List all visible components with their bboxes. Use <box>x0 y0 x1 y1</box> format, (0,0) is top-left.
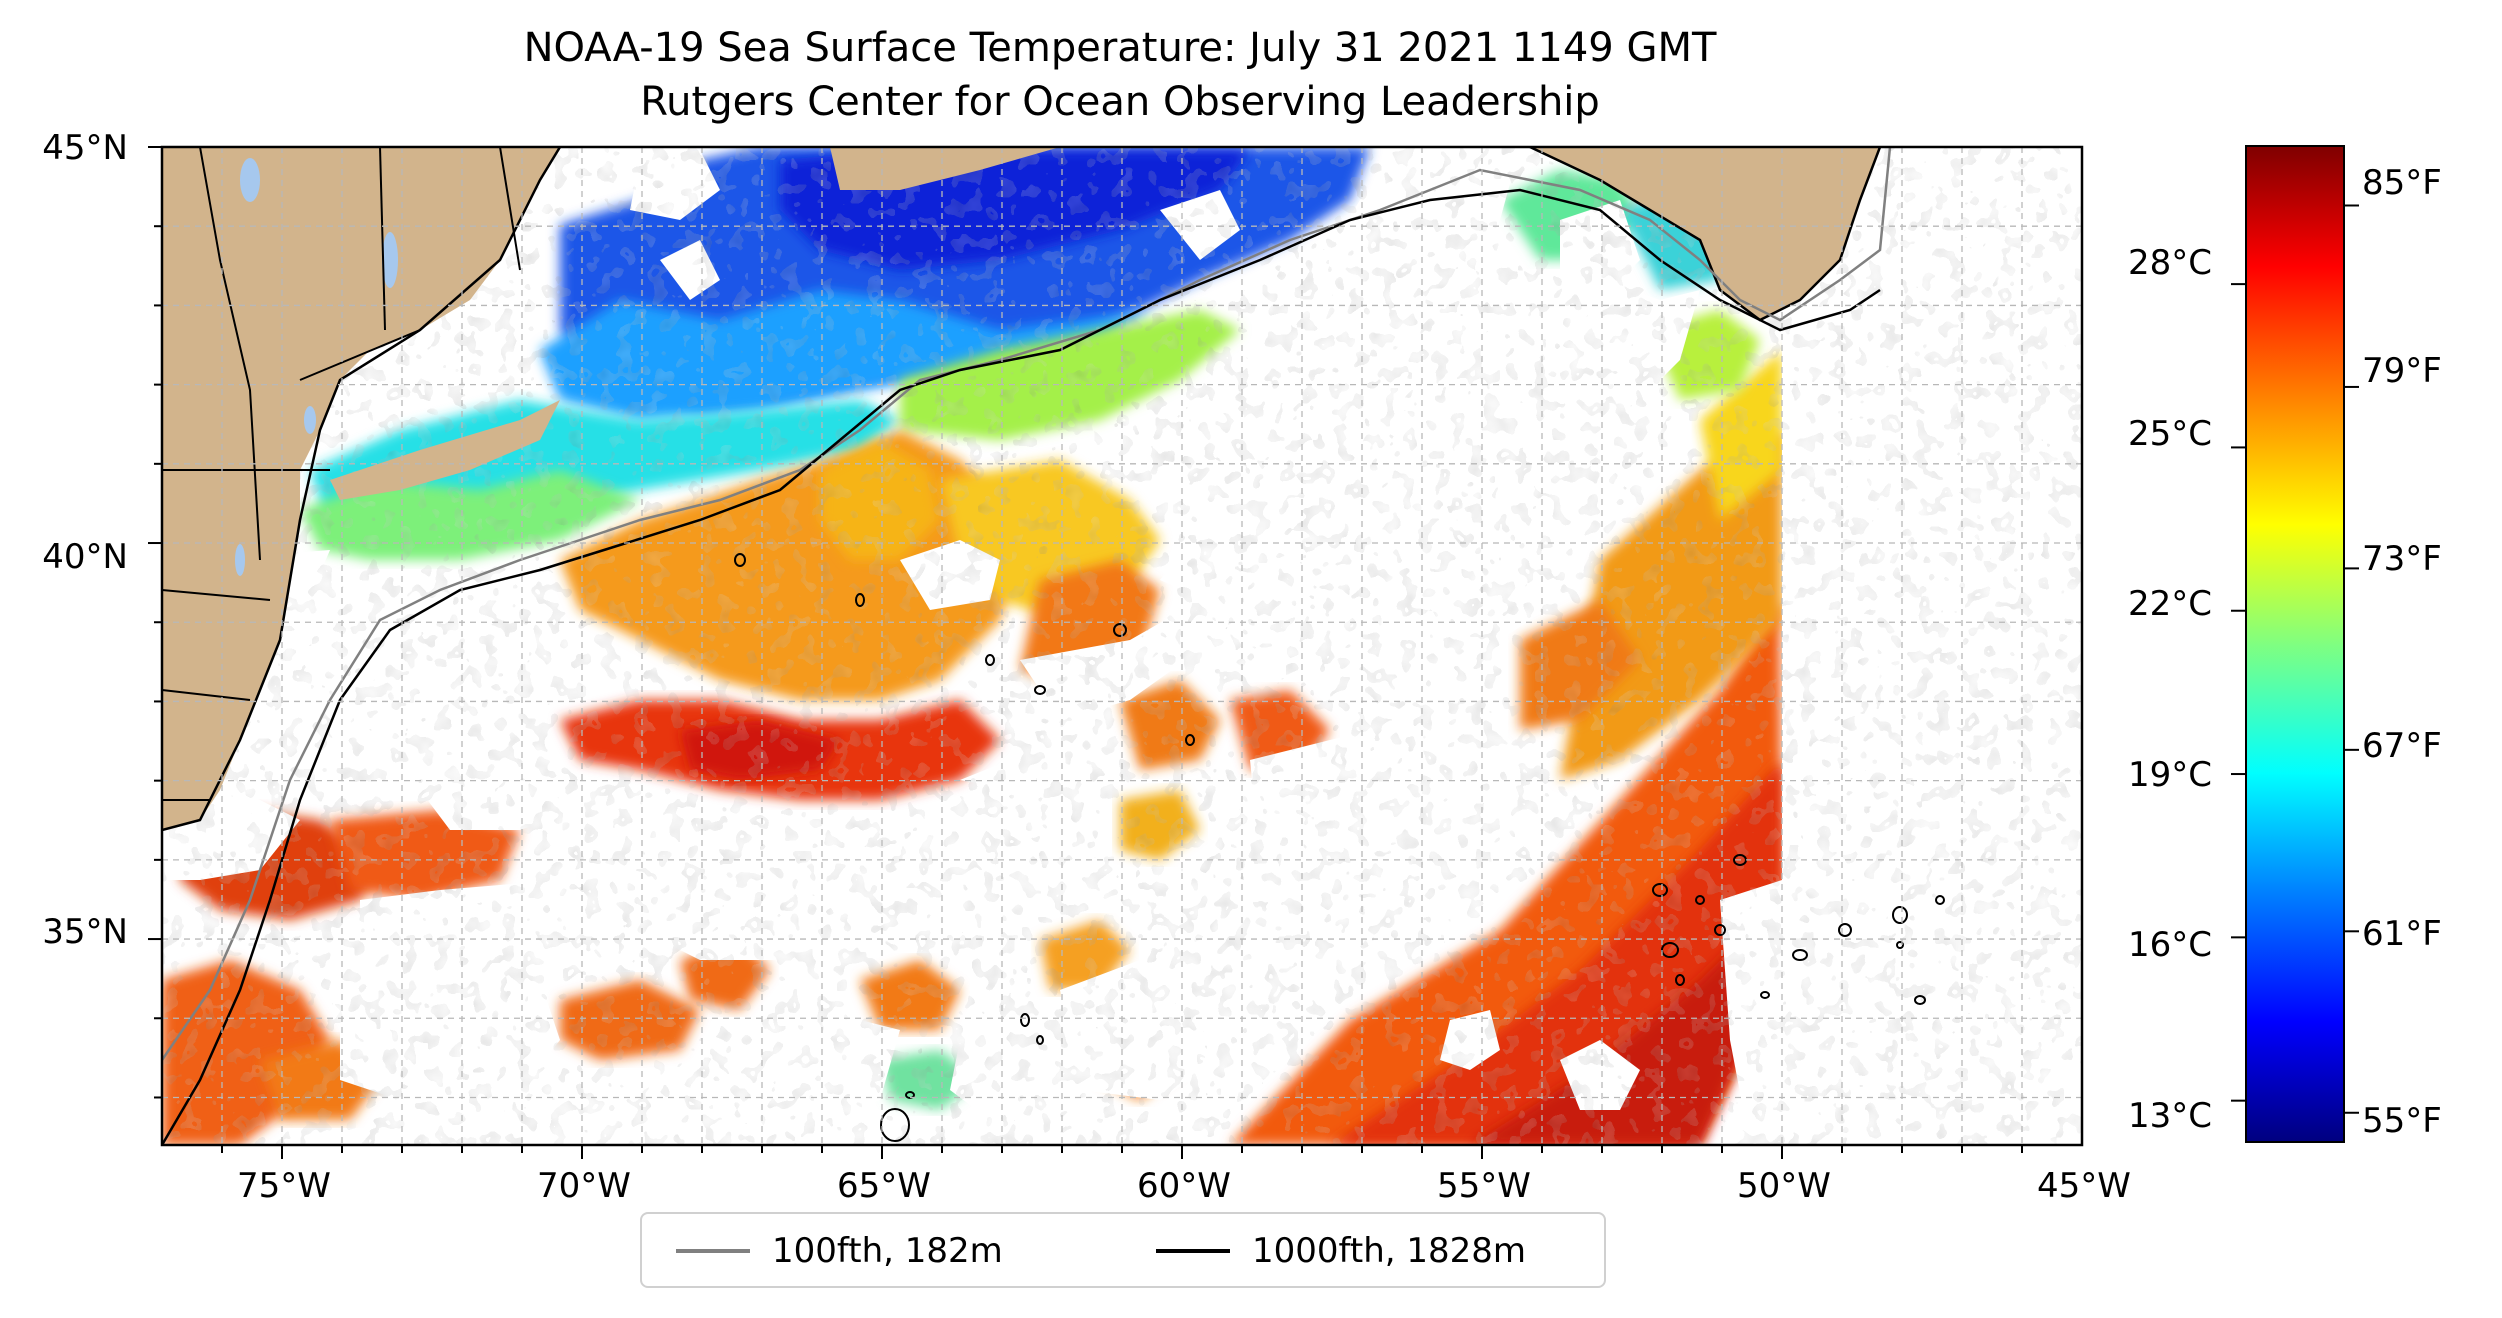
celsius-label: 19°C <box>2127 755 2212 795</box>
chart-subtitle: Rutgers Center for Ocean Observing Leade… <box>640 79 1600 125</box>
celsius-label: 25°C <box>2127 414 2212 454</box>
legend-label: 1000fth, 1828m <box>1252 1231 1527 1271</box>
fahrenheit-label: 67°F <box>2362 726 2442 766</box>
legend-line-gray <box>676 1249 750 1253</box>
lat-label: 40°N <box>42 537 128 577</box>
fahrenheit-label: 73°F <box>2362 539 2442 579</box>
state-borders <box>162 147 521 801</box>
colorbar <box>2245 145 2345 1143</box>
seamounts <box>734 553 1945 1142</box>
lat-label: 35°N <box>42 912 128 952</box>
fahrenheit-label: 79°F <box>2362 351 2442 391</box>
lon-label: 60°W <box>1137 1166 1231 1206</box>
legend-line-black <box>1156 1249 1230 1253</box>
celsius-label: 13°C <box>2127 1096 2212 1136</box>
celsius-label: 28°C <box>2127 243 2212 283</box>
lon-label: 45°W <box>2037 1166 2131 1206</box>
legend: 100fth, 182m 1000fth, 1828m <box>640 1212 1606 1288</box>
celsius-label: 16°C <box>2127 925 2212 965</box>
lakes <box>235 158 398 576</box>
celsius-label: 22°C <box>2127 584 2212 624</box>
land-layer <box>162 147 1882 832</box>
fahrenheit-label: 85°F <box>2362 163 2442 203</box>
chart-title: NOAA-19 Sea Surface Temperature: July 31… <box>523 25 1717 71</box>
isobath-1000fth <box>162 188 1881 1145</box>
map-frame <box>160 145 2084 1147</box>
fahrenheit-label: 61°F <box>2362 914 2442 954</box>
lon-label: 65°W <box>837 1166 931 1206</box>
legend-item-1000fth: 1000fth, 1828m <box>1156 1224 1526 1278</box>
lon-label: 70°W <box>537 1166 631 1206</box>
legend-label: 100fth, 182m <box>772 1231 1003 1271</box>
gridlines <box>162 147 2082 1145</box>
coastline <box>162 147 562 832</box>
lon-label: 55°W <box>1437 1166 1531 1206</box>
lon-label: 50°W <box>1737 1166 1831 1206</box>
lon-label: 75°W <box>237 1166 331 1206</box>
lat-label: 45°N <box>42 128 128 168</box>
fahrenheit-label: 55°F <box>2362 1101 2442 1141</box>
axis-ticks <box>148 146 2023 1159</box>
legend-item-100fth: 100fth, 182m <box>676 1224 1003 1278</box>
